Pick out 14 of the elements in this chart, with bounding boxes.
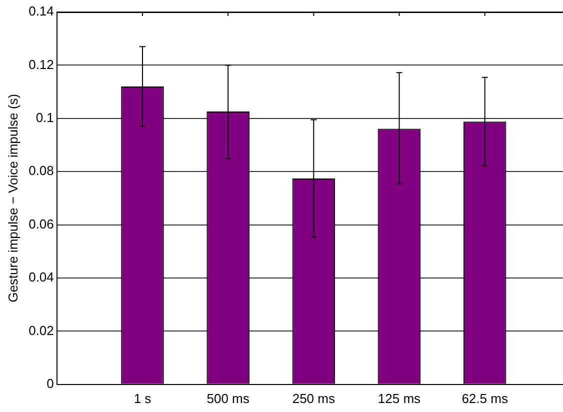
x-tick-label: 500 ms bbox=[206, 390, 250, 406]
y-tick-label: 0 bbox=[46, 376, 54, 391]
y-tick-label: 0.14 bbox=[28, 4, 54, 19]
y-axis-title: Gesture impulse − Voice impulse (s) bbox=[5, 94, 20, 302]
x-tick-label: 1 s bbox=[134, 390, 152, 406]
y-tick-label: 0.1 bbox=[36, 110, 54, 125]
y-tick-label: 0.08 bbox=[28, 163, 54, 178]
y-tick-label: 0.06 bbox=[28, 216, 54, 232]
x-tick-label: 62.5 ms bbox=[462, 390, 508, 406]
y-tick-label: 0.02 bbox=[28, 322, 54, 338]
x-tick-label: 125 ms bbox=[378, 390, 422, 406]
y-tick-label: 0.04 bbox=[28, 270, 54, 285]
x-tick-label: 250 ms bbox=[292, 390, 336, 406]
y-tick-label: 0.12 bbox=[28, 56, 54, 72]
